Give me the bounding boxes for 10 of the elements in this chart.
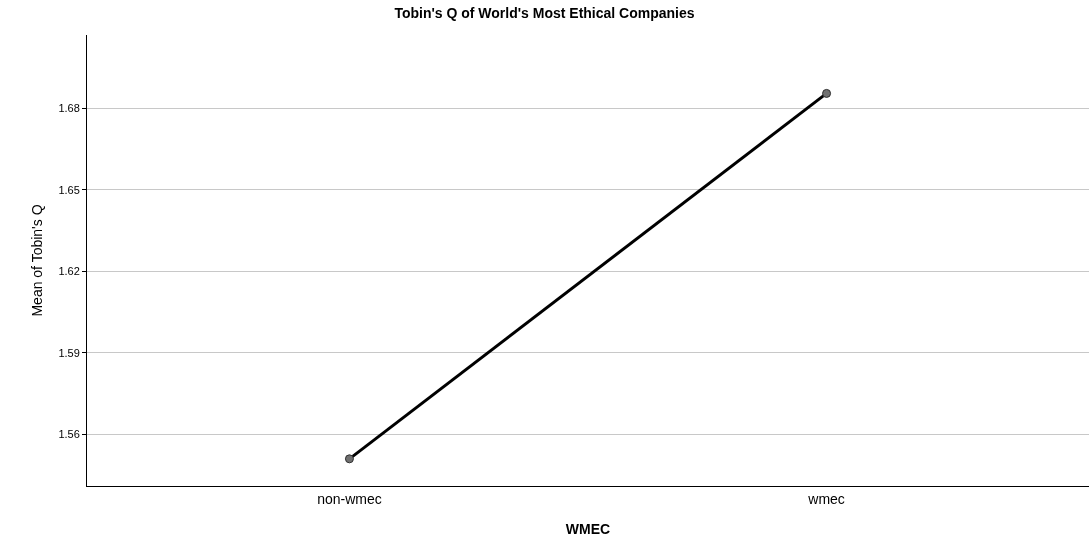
- x-tick-label: non-wmec: [317, 490, 382, 507]
- x-axis-title: WMEC: [565, 521, 611, 538]
- x-tick-label: wmec: [807, 490, 845, 507]
- y-tick-label: 1.56: [58, 428, 80, 441]
- y-axis-title: Mean of Tobin's Q: [28, 204, 45, 317]
- y-tick-label: 1.62: [58, 265, 80, 278]
- y-tick-label: 1.65: [58, 183, 80, 196]
- y-tick-label: 1.59: [58, 346, 80, 359]
- y-tick-label: 1.68: [58, 102, 80, 115]
- chart-title: Tobin's Q of World's Most Ethical Companies: [394, 5, 695, 22]
